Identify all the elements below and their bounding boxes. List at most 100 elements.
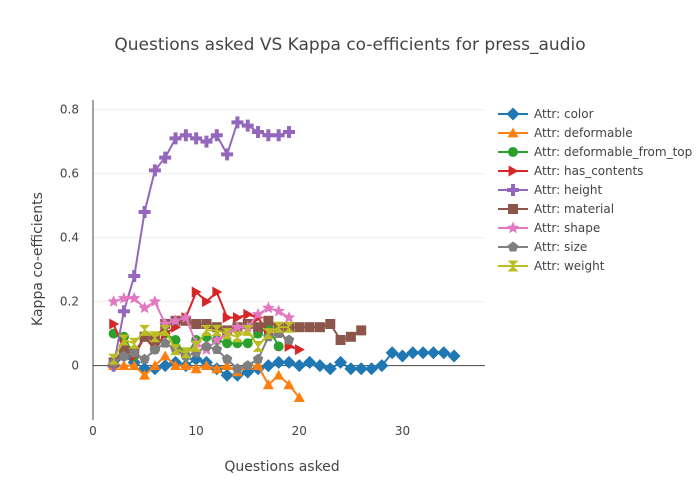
data-point [179, 129, 192, 142]
tick-labels: 0 0.2 0.4 0.6 0.8 0 10 20 30 [60, 103, 410, 438]
legend-marker [507, 184, 519, 196]
data-point [129, 347, 140, 358]
data-point [148, 295, 162, 307]
data-point [273, 321, 285, 333]
data-point [313, 359, 327, 373]
data-point [282, 311, 296, 323]
legend-marker [507, 241, 519, 252]
y-tick-label: 0.6 [60, 167, 79, 181]
data-point [128, 337, 140, 349]
data-point [252, 360, 264, 370]
legend[interactable]: Attr: color Attr: deformable Attr: deforma… [498, 107, 692, 273]
data-point [241, 119, 254, 132]
data-point [273, 369, 285, 380]
legend-item[interactable]: Attr: material [498, 202, 614, 216]
data-point [139, 324, 151, 336]
data-point [180, 347, 192, 359]
data-point [148, 164, 161, 177]
legend-label: Attr: deformable [534, 126, 633, 140]
legend-marker [507, 127, 519, 138]
data-point [118, 334, 130, 346]
data-point [200, 324, 212, 336]
data-point [210, 129, 223, 142]
data-point [201, 340, 212, 351]
data-point [406, 346, 420, 360]
data-point [262, 301, 275, 314]
data-point [303, 355, 317, 369]
data-point [262, 129, 275, 142]
data-point [159, 337, 171, 348]
data-point [200, 360, 212, 370]
data-point [200, 135, 213, 148]
data-point [170, 360, 182, 370]
data-point [202, 296, 212, 308]
x-axis-title: Questions asked [224, 459, 339, 475]
data-point [293, 392, 305, 402]
legend-marker [508, 204, 518, 214]
series-weight [108, 321, 295, 365]
data-point [210, 333, 223, 346]
data-point [158, 359, 172, 373]
legend-item[interactable]: Attr: shape [498, 221, 600, 235]
data-point [252, 340, 264, 352]
data-point [170, 344, 182, 356]
legend-label: Attr: material [534, 202, 614, 216]
y-tick-label: 0.4 [60, 231, 79, 245]
data-point [323, 362, 337, 376]
legend-item[interactable]: Attr: height [498, 183, 603, 197]
data-point [354, 362, 368, 376]
x-tick-label: 20 [292, 424, 307, 438]
data-point [385, 346, 399, 360]
data-point [252, 353, 264, 364]
data-point [149, 331, 161, 343]
legend-item[interactable]: Attr: has_contents [498, 164, 643, 178]
series-shape [107, 291, 296, 355]
data-point [118, 360, 130, 370]
legend-item[interactable]: Attr: deformable [498, 126, 633, 140]
legend-label: Attr: has_contents [534, 164, 643, 178]
data-point [447, 349, 461, 363]
legend-label: Attr: shape [534, 221, 600, 235]
legend-label: Attr: color [534, 107, 594, 121]
data-point [222, 312, 233, 324]
y-axis-title: Kappa co-efficients [30, 192, 46, 326]
data-point [282, 355, 296, 369]
data-point [416, 346, 430, 360]
data-point [149, 344, 161, 355]
legend-item[interactable]: Attr: size [498, 240, 587, 254]
data-point [222, 338, 233, 349]
x-tick-label: 10 [189, 424, 204, 438]
data-point [253, 322, 264, 333]
data-point [232, 363, 243, 374]
series-color [107, 346, 461, 382]
data-point [294, 322, 305, 333]
legend-item[interactable]: Attr: weight [498, 259, 605, 273]
data-point [365, 362, 379, 376]
series-height [107, 116, 295, 372]
data-point [231, 320, 244, 333]
legend-item[interactable]: Attr: color [498, 107, 594, 121]
data-point [191, 286, 202, 298]
data-point [335, 335, 346, 345]
data-point [179, 311, 193, 323]
legend-label: Attr: weight [534, 259, 605, 273]
data-point [201, 319, 212, 329]
data-point [345, 331, 356, 342]
data-point [138, 301, 151, 314]
data-point [243, 308, 254, 320]
data-point [283, 379, 295, 390]
legend-item[interactable]: Attr: deformable_from_top [498, 145, 692, 159]
data-point [211, 363, 223, 374]
data-point [159, 350, 171, 361]
y-tick-label: 0.2 [60, 295, 79, 309]
legend-marker [507, 260, 519, 272]
data-point [221, 148, 234, 161]
data-point [242, 338, 253, 349]
data-point [139, 369, 151, 380]
data-point [139, 353, 150, 364]
data-point [292, 359, 306, 373]
x-tick-label: 0 [89, 424, 97, 438]
data-point [170, 335, 181, 345]
data-point [211, 344, 223, 355]
data-point [108, 353, 120, 365]
